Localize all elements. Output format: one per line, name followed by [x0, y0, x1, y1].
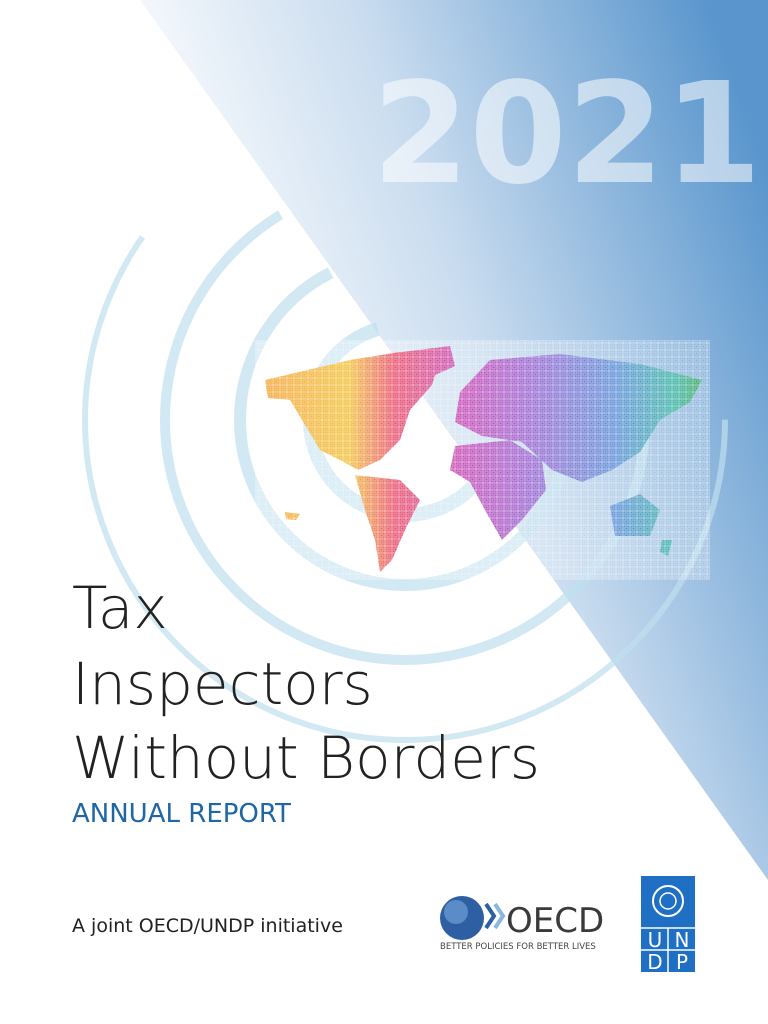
- undp-letter: P: [676, 950, 688, 974]
- oecd-motto: BETTER POLICIES FOR BETTER LIVES: [440, 942, 596, 952]
- oecd-logo: OECD BETTER POLICIES FOR BETTER LIVES: [440, 896, 604, 952]
- world-map: [255, 340, 710, 580]
- tagline: A joint OECD/UNDP initiative: [72, 915, 343, 937]
- year: 2021: [372, 53, 762, 216]
- undp-letter: U: [648, 928, 663, 952]
- undp-letter: D: [647, 950, 662, 974]
- title-line: Tax: [72, 574, 168, 642]
- undp-letter: N: [675, 928, 690, 952]
- undp-logo: U N D P: [641, 876, 695, 974]
- subtitle: ANNUAL REPORT: [72, 799, 291, 829]
- title-line: Inspectors: [72, 650, 373, 718]
- oecd-name: OECD: [506, 901, 604, 941]
- title-line: Without Borders: [72, 724, 540, 792]
